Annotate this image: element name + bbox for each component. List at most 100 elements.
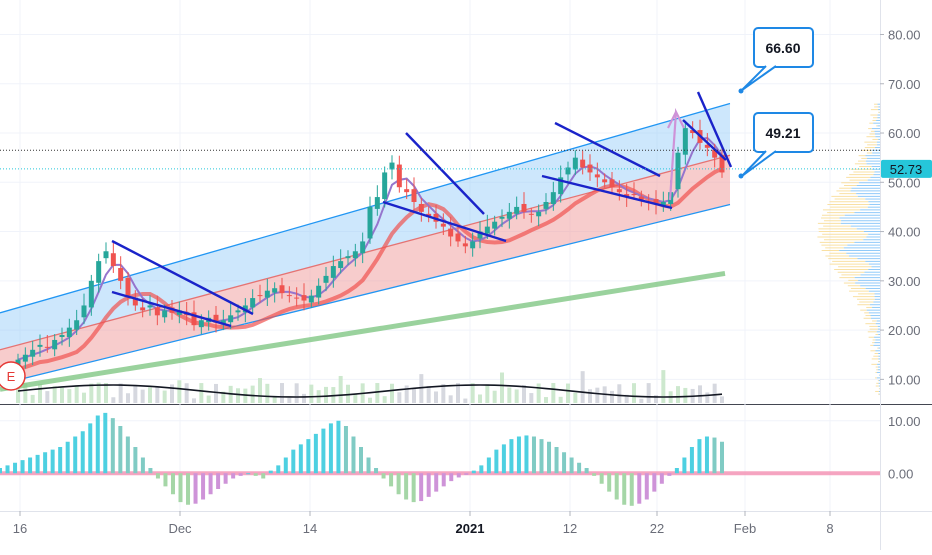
oscillator-bar [374, 468, 379, 474]
candle-body [88, 280, 94, 308]
candle-body [330, 266, 336, 278]
oscillator-bar [637, 473, 642, 504]
oscillator-bar [65, 441, 70, 474]
time-tick-label: 8 [826, 521, 833, 536]
candle-body [389, 162, 395, 170]
volume-bar [404, 385, 409, 403]
volume-bar [397, 392, 402, 403]
oscillator-bar [133, 447, 138, 474]
volume-bar [60, 387, 64, 403]
volume-bar [140, 389, 145, 403]
flag-trendline [696, 91, 733, 168]
volume-bar [214, 383, 218, 403]
candle-body [360, 241, 366, 254]
candle-body [682, 128, 688, 155]
callout-high-label: 66.60 [765, 40, 800, 56]
time-tick-label: 2021 [456, 521, 485, 536]
candle-body [30, 349, 36, 357]
volume-bar [30, 394, 35, 403]
channel-lower-fill [0, 155, 730, 385]
candle-body [81, 305, 87, 318]
volume-bar [478, 394, 482, 403]
volume-bar [507, 387, 512, 403]
candle-body [653, 199, 659, 205]
volume-bar [148, 387, 152, 403]
price-axis[interactable]: 10.00 20.00 30.00 40.00 50.00 60.00 70.00 80.00 [880, 27, 921, 387]
volume-bar [265, 383, 270, 403]
candle-body [272, 288, 278, 293]
oscillator-bar [592, 473, 597, 476]
candle-body [191, 312, 197, 326]
oscillator-bar [486, 457, 491, 474]
oscillator-bar [155, 473, 160, 479]
callout-low[interactable]: 49.21 [738, 112, 814, 179]
oscillator-bar [95, 415, 100, 474]
price-tick-label: 60.00 [888, 126, 921, 141]
last-price-label: 52.73 [890, 162, 923, 177]
oscillator-bar [306, 439, 311, 474]
oscillator-bar [644, 473, 649, 500]
candle-body [521, 203, 527, 212]
oscillator-tick-label: 10.00 [888, 414, 921, 429]
candle-body [308, 295, 314, 303]
last-price-tag [881, 159, 932, 178]
oscillator-bar [389, 473, 394, 487]
earnings-marker[interactable]: E [0, 361, 26, 391]
candle-body [22, 354, 28, 362]
oscillator-bar [704, 436, 709, 474]
oscillator-bar [328, 423, 333, 474]
volume-bar [324, 386, 328, 403]
volume-bar [118, 383, 123, 403]
candle-body [411, 189, 417, 202]
candle-body [675, 152, 681, 190]
oscillator-bar [464, 473, 469, 475]
volume-bar [199, 383, 204, 403]
oscillator-bar [118, 426, 123, 474]
oscillator-bar [208, 473, 213, 495]
oscillator-bar [13, 462, 18, 474]
volume-bar [221, 391, 226, 403]
volume-bar [412, 388, 416, 403]
candle-body [198, 320, 204, 328]
volume-bar [419, 374, 424, 403]
volume-bar [617, 384, 622, 403]
candle-body [154, 307, 160, 316]
oscillator-bar [313, 433, 318, 474]
callout-high[interactable]: 66.60 [738, 27, 814, 94]
oscillator-bar [336, 420, 341, 474]
oscillator-bar [20, 460, 25, 474]
oscillator-axis[interactable]: 0.00 10.00 [888, 414, 921, 482]
candle-body [477, 231, 483, 239]
projection-arrow-head [667, 111, 677, 129]
oscillator-bar [659, 473, 664, 484]
time-tick-label: 12 [563, 521, 577, 536]
oscillator-bar [103, 412, 108, 474]
candle-body [492, 221, 498, 229]
oscillator-bar [343, 426, 348, 474]
candle-body [543, 202, 549, 209]
price-tick-label: 10.00 [888, 372, 921, 387]
oscillator-bar [494, 449, 499, 474]
volume-bar [434, 391, 438, 403]
volume-bar [258, 378, 262, 403]
oscillator-bar [652, 473, 657, 492]
volume-bar [23, 383, 28, 403]
candle-body [536, 211, 542, 217]
candle-body [631, 194, 637, 196]
candle-body [52, 339, 58, 350]
oscillator-bar [231, 473, 236, 479]
volume-bar [45, 391, 50, 403]
volume-bar [82, 392, 86, 403]
candle-body [418, 203, 424, 212]
volume-bar [96, 382, 101, 403]
oscillator-bar [88, 423, 93, 474]
oscillator-bar [125, 436, 130, 474]
volume-bar [426, 385, 431, 403]
oscillator-bar [577, 462, 582, 474]
candle-body [228, 315, 234, 323]
time-axis[interactable]: 16 Dec 14 2021 12 22 Feb 8 [13, 511, 834, 536]
volume-bars [16, 370, 724, 403]
volume-bar [390, 383, 394, 403]
oscillator-bar [246, 473, 251, 475]
